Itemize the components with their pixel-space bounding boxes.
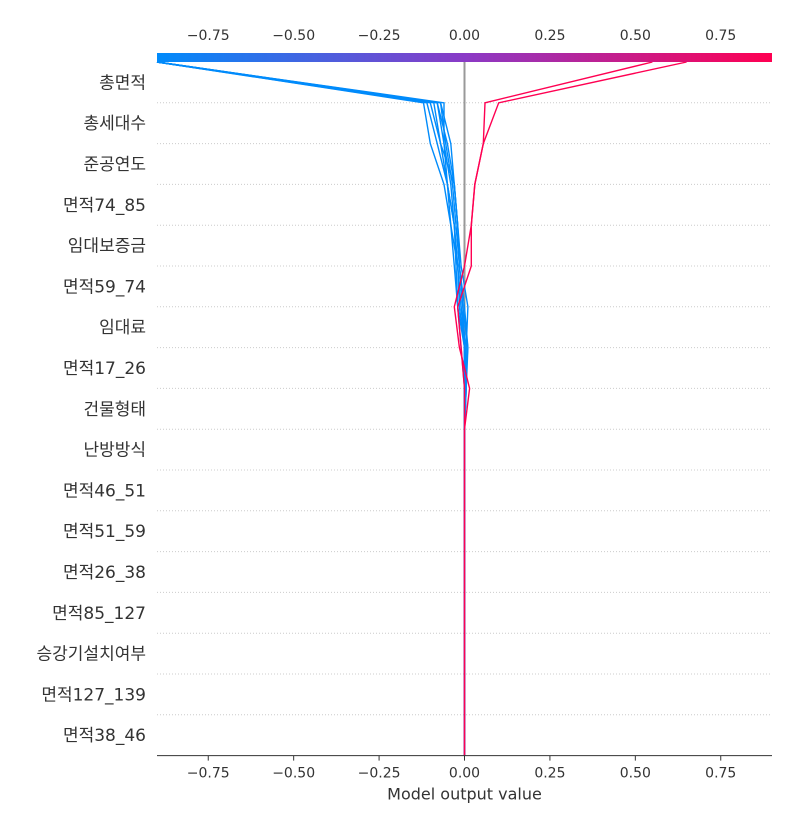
bottom-axis-ticks: −0.75 −0.50 −0.25 0.00 0.25 0.50 0.75	[187, 755, 736, 782]
decision-line-sample-10	[156, 61, 466, 756]
bottom-tick-label: −0.50	[272, 766, 315, 782]
decision-line-sample-6	[156, 61, 467, 756]
bottom-tick-label: 0.75	[705, 766, 736, 782]
feature-label: 임대보증금	[68, 237, 146, 257]
bottom-tick-label: −0.25	[358, 766, 401, 782]
feature-label: 면적46_51	[63, 481, 146, 501]
decision-line-sample-5	[156, 61, 467, 756]
bottom-tick-label: 0.50	[620, 766, 651, 782]
feature-label: 총면적	[99, 73, 146, 93]
decision-lines	[156, 61, 687, 756]
decision-line-sample-3	[156, 61, 469, 756]
feature-label: 면적59_74	[63, 277, 146, 297]
feature-label: 면적74_85	[63, 196, 146, 216]
decision-line-sample-4	[156, 61, 466, 756]
feature-label: 면적85_127	[52, 604, 146, 624]
feature-label: 총세대수	[83, 114, 146, 134]
feature-label: 면적127_139	[41, 685, 146, 705]
top-tick-label: −0.25	[358, 28, 401, 44]
feature-label: 건물형태	[83, 400, 146, 420]
colorbar	[157, 53, 772, 62]
decision-line-sample-7	[156, 61, 466, 756]
bottom-tick-label: −0.75	[187, 766, 230, 782]
grid-lines	[157, 102, 772, 716]
decision-line-sample-2	[456, 61, 653, 756]
feature-label: 면적17_26	[63, 359, 146, 379]
top-tick-label: 0.25	[534, 28, 565, 44]
top-tick-label: 0.75	[705, 28, 736, 44]
x-axis-title: Model output value	[387, 785, 542, 804]
feature-label: 면적51_59	[63, 522, 146, 542]
feature-label: 면적38_46	[63, 726, 146, 746]
feature-label: 면적26_38	[63, 563, 146, 583]
top-axis-ticks: −0.75 −0.50 −0.25 0.00 0.25 0.50 0.75	[187, 28, 737, 44]
decision-line-sample-11	[156, 61, 469, 756]
decision-line-sample-8	[156, 61, 469, 756]
top-tick-label: 0.50	[620, 28, 651, 44]
feature-label: 준공연도	[83, 155, 146, 175]
top-tick-label: −0.50	[272, 28, 315, 44]
top-tick-label: −0.75	[187, 28, 230, 44]
bottom-tick-label: 0.00	[449, 766, 480, 782]
decision-line-sample-9	[156, 61, 466, 756]
feature-label: 임대료	[99, 318, 146, 338]
bottom-tick-label: 0.25	[534, 766, 565, 782]
feature-label: 승강기설치여부	[37, 645, 146, 665]
top-tick-label: 0.00	[449, 28, 480, 44]
feature-label: 난방방식	[83, 441, 146, 461]
decision-line-sample-1	[453, 61, 687, 756]
